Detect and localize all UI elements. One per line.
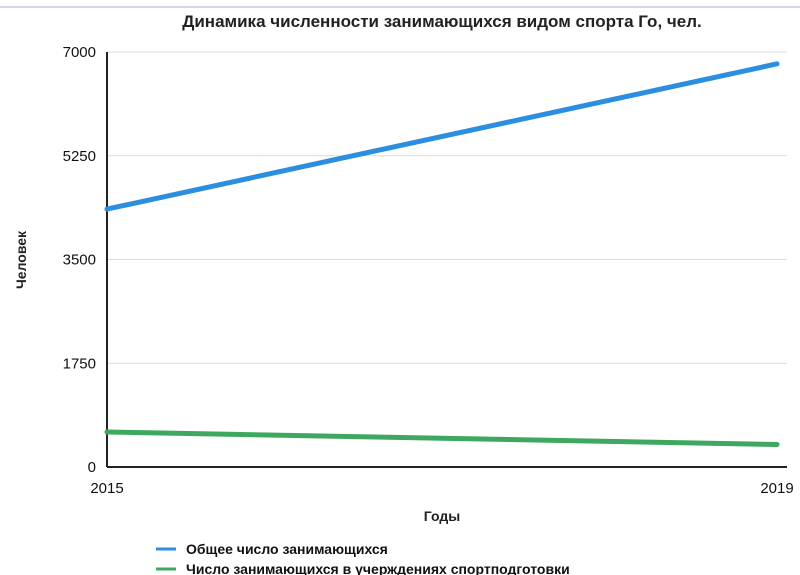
axes <box>106 52 787 468</box>
grid-lines <box>107 51 787 364</box>
legend-label-0: Общее число занимающихся <box>186 541 388 557</box>
legend-label-1: Число занимающихся в учерждениях спортпо… <box>186 561 570 575</box>
y-tick-label: 7000 <box>63 44 96 61</box>
x-tick-label: 2019 <box>760 480 793 497</box>
y-tick-label: 3500 <box>63 252 96 269</box>
x-axis-title: Годы <box>424 508 460 524</box>
y-tick-label: 1750 <box>63 355 96 372</box>
y-tick-label: 0 <box>88 459 96 476</box>
series-line-0 <box>104 61 780 212</box>
series-line-1 <box>104 429 780 447</box>
y-tick-label: 5250 <box>63 148 96 165</box>
y-tick-labels: 0 1750 3500 5250 7000 <box>63 44 96 476</box>
x-tick-label: 2015 <box>90 480 123 497</box>
series-lines <box>104 61 780 447</box>
chart-title: Динамика численности занимающихся видом … <box>182 12 702 31</box>
top-rule <box>0 6 800 8</box>
legend: Общее число занимающихся Число занимающих… <box>156 541 570 575</box>
y-axis-title: Человек <box>13 230 29 289</box>
x-tick-labels: 2015 2019 <box>90 480 793 497</box>
